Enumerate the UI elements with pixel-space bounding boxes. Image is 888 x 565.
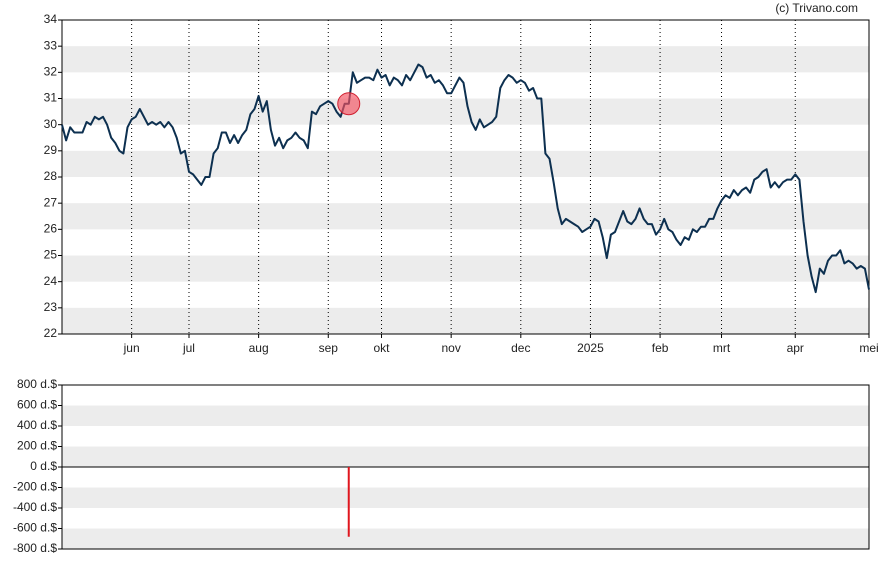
y-tick-label: 25 [44,248,58,262]
stripe [62,203,869,230]
stripe [62,307,869,334]
y-tick-label: 32 [44,65,58,79]
price-line [61,63,870,294]
y-tick-label: 200 d.$ [17,439,57,453]
x-tick-label: feb [652,341,669,355]
x-tick-label: jun [123,341,140,355]
y-tick-label: 34 [44,12,58,26]
stripe [62,255,869,282]
y-tick-label: 22 [44,326,58,340]
y-tick-label: 400 d.$ [17,418,57,432]
stripe [62,487,869,508]
x-tick-label: dec [511,341,530,355]
trade-marker [337,92,361,116]
y-tick-label: 23 [44,300,58,314]
stripe [62,46,869,73]
x-tick-label: mrt [713,341,731,355]
y-tick-label: 31 [44,91,58,105]
x-tick-label: nov [441,341,460,355]
y-tick-label: 800 d.$ [17,377,57,391]
y-tick-label: -200 d.$ [13,480,57,494]
y-tick-label: -400 d.$ [13,500,57,514]
y-tick-label: 30 [44,117,58,131]
credit: (c) Trivano.com [775,1,858,15]
x-tick-label: sep [319,341,339,355]
y-tick-label: 0 d.$ [30,459,57,473]
stripe [62,98,869,125]
y-tick-label: -800 d.$ [13,541,57,555]
x-tick-label: 2025 [577,341,604,355]
y-tick-label: 29 [44,143,58,157]
y-tick-label: 27 [44,195,58,209]
stripe [62,405,869,426]
stripe [62,528,869,549]
x-tick-label: jul [182,341,195,355]
y-tick-label: 26 [44,222,58,236]
stripe [62,446,869,467]
y-tick-label: 28 [44,169,58,183]
y-tick-label: 33 [44,38,58,52]
y-tick-label: 600 d.$ [17,398,57,412]
x-tick-label: okt [374,341,391,355]
y-tick-label: -600 d.$ [13,521,57,535]
y-tick-label: 24 [44,274,58,288]
stripe [62,150,869,177]
x-tick-label: apr [787,341,804,355]
x-tick-label: aug [249,341,269,355]
x-tick-label: mei [859,341,878,355]
